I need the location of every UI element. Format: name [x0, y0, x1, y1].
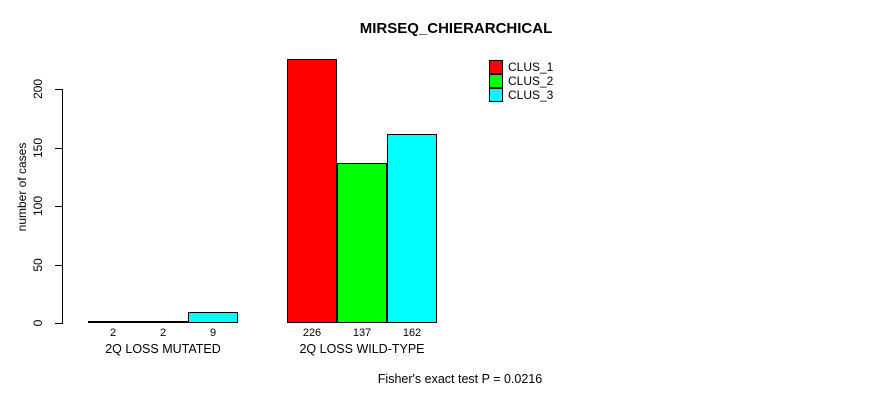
legend-row-clus2: CLUS_2: [489, 74, 553, 88]
y-axis-tick: [55, 323, 62, 324]
y-tick-label: 200: [31, 79, 45, 100]
y-tick-label: 0: [31, 319, 45, 327]
group-label-2q-loss-mutated: 2Q LOSS MUTATED: [105, 342, 221, 356]
footer-annotation: Fisher's exact test P = 0.0216: [377, 372, 543, 386]
legend-swatch-clus2: [489, 74, 503, 88]
legend-label-clus1: CLUS_1: [508, 60, 554, 74]
y-axis-title: number of cases: [15, 142, 29, 232]
bar-clus-1-2q-loss-wild-type: [287, 59, 337, 323]
legend-label-clus2: CLUS_2: [508, 74, 554, 88]
y-axis-line: [62, 89, 63, 324]
bar-value-label: 226: [302, 327, 322, 339]
bar-clus-3-2q-loss-wild-type: [387, 133, 437, 323]
bar-value-label: 2: [159, 327, 167, 339]
legend-row-clus1: CLUS_1: [489, 60, 553, 74]
legend-row-clus3: CLUS_3: [489, 88, 553, 102]
legend: CLUS_1 CLUS_2 CLUS_3: [489, 60, 553, 102]
bar-clus-3-2q-loss-mutated: [188, 312, 238, 323]
bar-value-label: 2: [109, 327, 117, 339]
y-tick-label: 50: [31, 257, 45, 272]
legend-swatch-clus3: [489, 88, 503, 102]
chart-title: MIRSEQ_CHIERARCHICAL: [359, 20, 553, 37]
bar-clus-2-2q-loss-wild-type: [337, 162, 387, 323]
y-axis-tick: [55, 206, 62, 208]
bar-value-label: 137: [352, 327, 372, 339]
bar-value-label: 162: [402, 327, 422, 339]
y-tick-label: 150: [31, 137, 45, 158]
y-axis-tick: [55, 147, 62, 149]
bar-clus-1-2q-loss-mutated: [88, 320, 138, 323]
legend-label-clus3: CLUS_3: [508, 88, 554, 102]
legend-swatch-clus1: [489, 60, 503, 74]
bar-clus-2-2q-loss-mutated: [138, 320, 188, 323]
y-tick-label: 100: [31, 196, 45, 217]
y-axis-tick: [55, 89, 62, 91]
bar-value-label: 9: [209, 327, 217, 339]
y-axis-tick: [55, 264, 62, 266]
group-label-2q-loss-wild-type: 2Q LOSS WILD-TYPE: [299, 342, 425, 356]
